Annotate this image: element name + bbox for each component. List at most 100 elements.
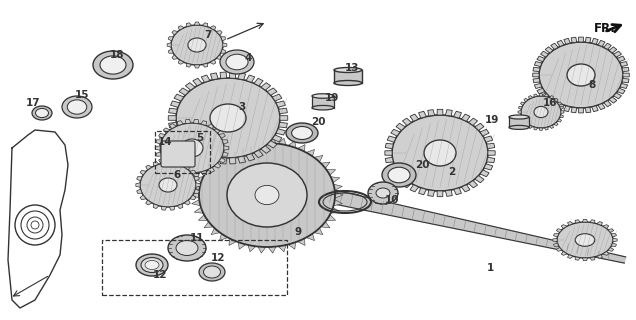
Polygon shape <box>611 234 616 237</box>
Polygon shape <box>168 37 173 41</box>
Ellipse shape <box>567 64 595 86</box>
Ellipse shape <box>382 163 416 187</box>
Text: 15: 15 <box>75 90 89 100</box>
Polygon shape <box>453 188 462 195</box>
Text: 8: 8 <box>588 80 596 90</box>
Text: 10: 10 <box>385 195 399 205</box>
Polygon shape <box>137 189 142 193</box>
Polygon shape <box>541 51 548 57</box>
Polygon shape <box>537 56 544 62</box>
Polygon shape <box>385 143 393 149</box>
Polygon shape <box>614 51 621 57</box>
Polygon shape <box>312 96 334 108</box>
Polygon shape <box>288 242 296 249</box>
Polygon shape <box>529 96 532 99</box>
Polygon shape <box>591 106 598 112</box>
Polygon shape <box>567 255 573 259</box>
Polygon shape <box>333 200 342 206</box>
Polygon shape <box>288 141 296 148</box>
Polygon shape <box>210 60 216 64</box>
Ellipse shape <box>388 167 410 183</box>
Polygon shape <box>170 129 180 135</box>
Ellipse shape <box>67 100 86 114</box>
Polygon shape <box>533 67 540 72</box>
Text: 11: 11 <box>190 233 204 243</box>
Text: 12: 12 <box>153 270 167 280</box>
Polygon shape <box>172 31 178 35</box>
Polygon shape <box>191 192 199 198</box>
Polygon shape <box>177 204 183 209</box>
Polygon shape <box>272 94 282 101</box>
Ellipse shape <box>210 104 246 132</box>
Polygon shape <box>556 248 562 251</box>
Polygon shape <box>571 37 577 43</box>
Polygon shape <box>534 94 537 97</box>
Polygon shape <box>178 26 184 30</box>
Polygon shape <box>267 88 277 95</box>
Polygon shape <box>321 162 330 168</box>
Text: 2: 2 <box>448 167 455 177</box>
Ellipse shape <box>160 123 224 173</box>
Polygon shape <box>169 160 175 164</box>
Polygon shape <box>487 143 495 149</box>
Polygon shape <box>306 234 314 241</box>
Polygon shape <box>238 141 246 148</box>
Polygon shape <box>461 114 470 121</box>
Ellipse shape <box>255 185 279 204</box>
Polygon shape <box>146 165 152 170</box>
Polygon shape <box>539 94 543 96</box>
Polygon shape <box>184 165 190 170</box>
Polygon shape <box>254 150 263 158</box>
Polygon shape <box>604 43 611 49</box>
Polygon shape <box>280 116 287 120</box>
Polygon shape <box>410 114 418 121</box>
Ellipse shape <box>220 50 254 74</box>
Polygon shape <box>174 94 184 101</box>
Text: 1: 1 <box>487 263 494 273</box>
Ellipse shape <box>188 38 206 52</box>
Polygon shape <box>453 111 462 118</box>
Text: 3: 3 <box>238 102 245 112</box>
Polygon shape <box>537 88 544 94</box>
Polygon shape <box>461 185 470 192</box>
Polygon shape <box>202 23 208 27</box>
Polygon shape <box>279 122 287 128</box>
Polygon shape <box>169 116 176 120</box>
Ellipse shape <box>171 25 223 65</box>
Polygon shape <box>539 128 543 130</box>
Polygon shape <box>608 248 614 251</box>
Polygon shape <box>155 146 160 150</box>
Polygon shape <box>623 73 629 77</box>
Polygon shape <box>575 257 580 260</box>
Polygon shape <box>524 98 529 102</box>
Ellipse shape <box>226 54 248 70</box>
Polygon shape <box>177 171 183 175</box>
Polygon shape <box>334 70 362 83</box>
Polygon shape <box>618 56 625 62</box>
Ellipse shape <box>227 163 307 227</box>
Polygon shape <box>221 37 226 41</box>
Polygon shape <box>224 146 229 150</box>
Polygon shape <box>556 229 562 232</box>
Polygon shape <box>194 189 199 193</box>
Polygon shape <box>214 128 221 133</box>
Polygon shape <box>158 158 165 163</box>
Polygon shape <box>201 75 210 82</box>
Polygon shape <box>321 222 330 228</box>
Polygon shape <box>427 110 434 116</box>
Polygon shape <box>136 183 140 187</box>
Ellipse shape <box>141 258 163 273</box>
Text: 4: 4 <box>244 53 252 63</box>
Text: 6: 6 <box>174 170 181 180</box>
Polygon shape <box>279 108 287 114</box>
Polygon shape <box>469 180 478 188</box>
Ellipse shape <box>199 143 335 247</box>
Polygon shape <box>403 180 411 188</box>
Polygon shape <box>571 107 577 113</box>
Polygon shape <box>575 220 580 223</box>
Polygon shape <box>545 47 553 53</box>
Polygon shape <box>190 170 196 175</box>
Polygon shape <box>201 154 210 161</box>
Polygon shape <box>258 246 266 253</box>
Polygon shape <box>219 234 228 241</box>
